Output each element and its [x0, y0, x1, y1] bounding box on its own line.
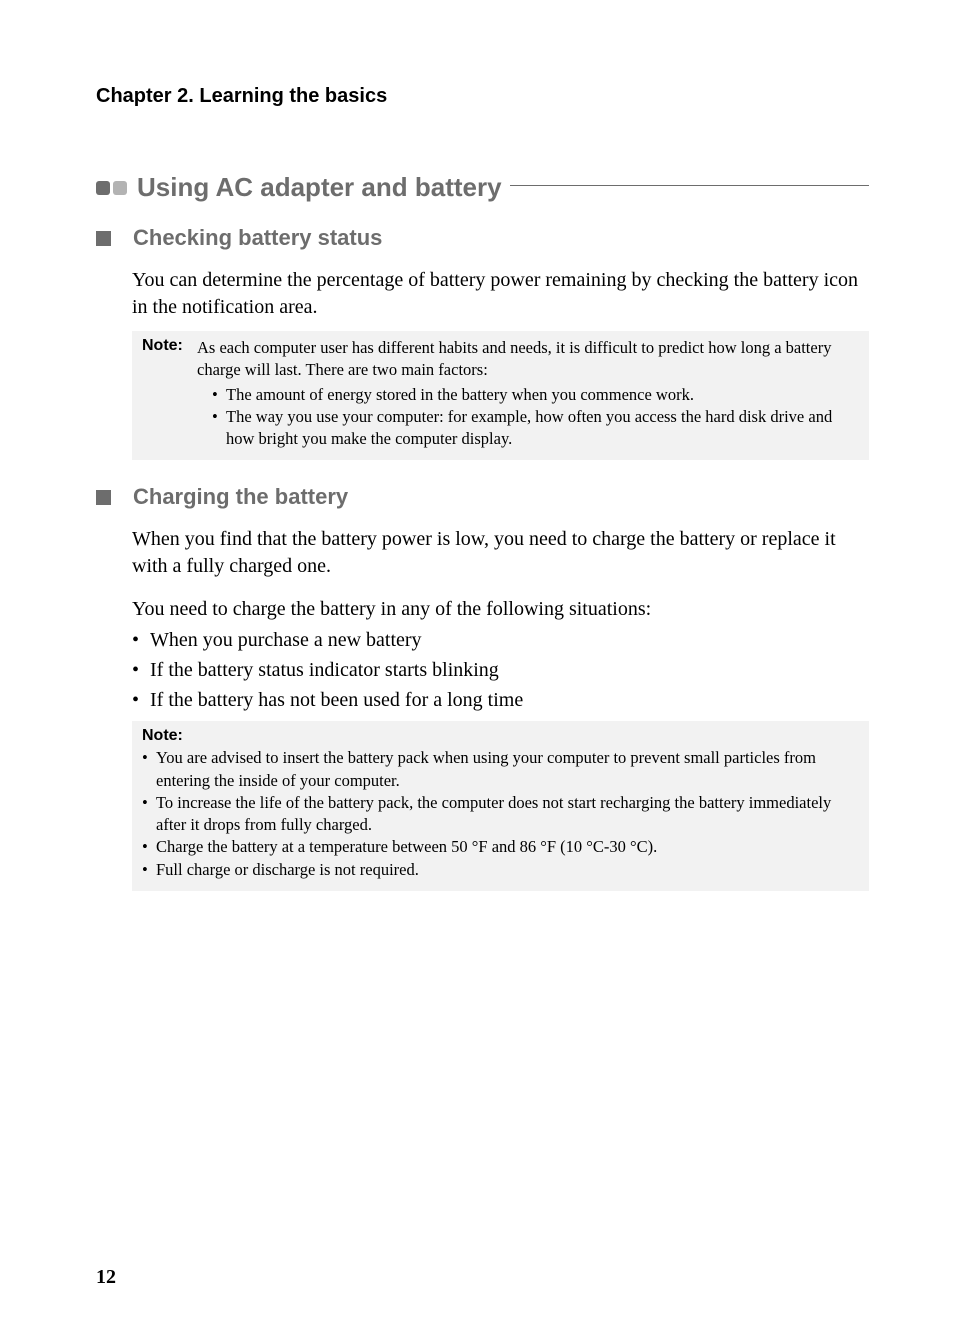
body-bullet: When you purchase a new battery [132, 625, 869, 655]
note-bullet: Full charge or discharge is not required… [142, 859, 859, 881]
body-paragraph: You can determine the percentage of batt… [132, 267, 869, 321]
chapter-heading: Chapter 2. Learning the basics [96, 85, 869, 108]
subsection-title: Checking battery status [133, 225, 382, 251]
note-bullet: To increase the life of the battery pack… [142, 792, 859, 837]
note-box: Note: As each computer user has differen… [132, 331, 869, 460]
section-marker-icon [96, 181, 127, 195]
note-bullet: Charge the battery at a temperature betw… [142, 836, 859, 858]
section-title: Using AC adapter and battery [137, 172, 502, 203]
body-bullet-list: When you purchase a new battery If the b… [132, 625, 869, 715]
note-bullet: You are advised to insert the battery pa… [142, 747, 859, 792]
note-bullet: The amount of energy stored in the batte… [212, 384, 859, 406]
note-label: Note: [142, 337, 197, 382]
body-bullet: If the battery status indicator starts b… [132, 655, 869, 685]
note-label: Note: [142, 727, 859, 745]
subsection-row: Checking battery status [96, 225, 869, 251]
section-rule [510, 185, 869, 186]
subsection-marker-icon [96, 231, 111, 246]
note-text: As each computer user has different habi… [197, 337, 859, 382]
body-paragraph: You need to charge the battery in any of… [132, 596, 869, 623]
note-bullet: The way you use your computer: for examp… [212, 406, 859, 451]
section-heading-row: Using AC adapter and battery [96, 172, 869, 203]
body-bullet: If the battery has not been used for a l… [132, 685, 869, 715]
subsection-marker-icon [96, 490, 111, 505]
note-bullet-list: The amount of energy stored in the batte… [212, 384, 859, 451]
subsection-title: Charging the battery [133, 484, 348, 510]
page-number: 12 [96, 1266, 116, 1289]
subsection-row: Charging the battery [96, 484, 869, 510]
note-box: Note: You are advised to insert the batt… [132, 721, 869, 891]
note-bullet-list: You are advised to insert the battery pa… [142, 747, 859, 881]
body-paragraph: When you find that the battery power is … [132, 526, 869, 580]
